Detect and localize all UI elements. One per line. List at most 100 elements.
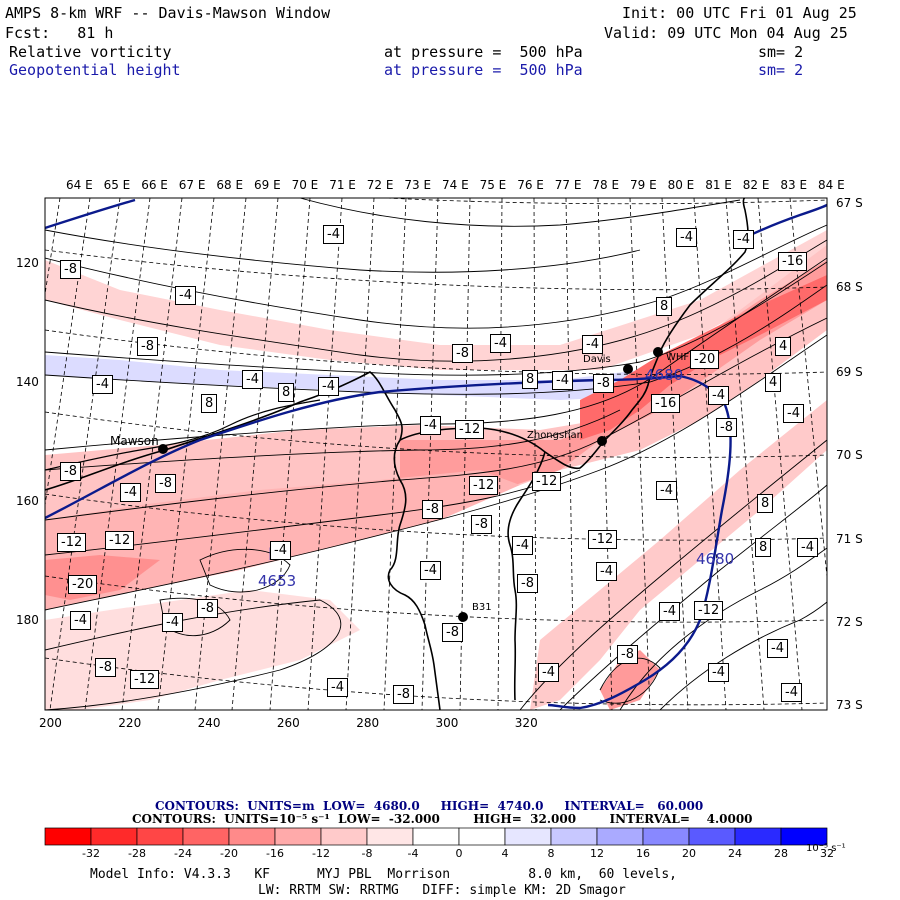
longitude-label: 71 E (329, 178, 356, 192)
plot-frame (44, 197, 828, 711)
contour-value-box: -4 (323, 225, 344, 244)
station-label-mawson: Mawson (110, 434, 159, 448)
contour-value-box: -4 (420, 416, 441, 435)
longitude-label: 79 E (630, 178, 657, 192)
contour-value-box: 8 (757, 494, 774, 513)
field1-level: at pressure = 500 hPa (384, 43, 583, 61)
longitude-label: 65 E (103, 178, 131, 192)
station-label-b31: B31 (472, 602, 492, 613)
station-marker-b31[interactable] (458, 612, 468, 622)
longitude-label: 82 E (742, 178, 770, 192)
contour-value-box: -4 (781, 683, 802, 702)
contour-value-box: -8 (471, 515, 492, 534)
station-label-davis: Davis (583, 354, 611, 365)
station-marker-whf[interactable] (653, 347, 663, 357)
x-grid-label: 200 (39, 716, 62, 730)
contour-value-box: -4 (92, 375, 113, 394)
vorticity-band (530, 400, 827, 710)
init-time: Init: 00 UTC Fri 01 Aug 25 (622, 4, 857, 22)
station-marker-davis[interactable] (623, 364, 633, 374)
contour-value-box: -4 (512, 536, 533, 555)
contour-value-box: 8 (522, 370, 539, 389)
contour-value-box: 4 (765, 373, 782, 392)
contour-value-box: -4 (490, 334, 511, 353)
colorbar-swatch (90, 827, 138, 846)
latitude-label: 69 S (836, 365, 863, 379)
station-marker-zhongshan[interactable] (597, 436, 607, 446)
colorbar-label: -32 (82, 847, 100, 860)
contour-value-box: -8 (60, 260, 81, 279)
longitude-label: 78 E (592, 178, 620, 192)
field2-name: Geopotential height (9, 61, 181, 79)
contour-value-box: -16 (778, 252, 808, 271)
contour-value-box: -4 (783, 404, 804, 423)
colorbar-label: -24 (174, 847, 192, 860)
contour-value-box: -8 (452, 344, 473, 363)
colorbar-label: -12 (312, 847, 330, 860)
contour-value-box: -12 (455, 420, 485, 439)
colorbar-swatch (596, 827, 644, 846)
longitude-label: 81 E (705, 178, 732, 192)
contour-value-box: -4 (420, 561, 441, 580)
forecast-hour: Fcst: 81 h (5, 24, 114, 42)
contour-value-box: -4 (120, 483, 141, 502)
latitude-label: 73 S (836, 698, 863, 712)
contour-value-box: -4 (767, 639, 788, 658)
station-label-whf: WHF (666, 352, 690, 363)
longitude-label: 72 E (366, 178, 394, 192)
colorbar-label: -8 (361, 847, 373, 860)
contour-value-box: -4 (162, 613, 183, 632)
colorbar-swatch (366, 827, 414, 846)
contour-value-box: 8 (278, 383, 295, 402)
vorticity-band (400, 260, 827, 495)
colorbar-label: 24 (728, 847, 742, 860)
height-label: 4653 (258, 572, 297, 590)
contour-value-box: -4 (596, 562, 617, 581)
contour-value-box: -12 (588, 530, 618, 549)
colorbar-swatch (228, 827, 276, 846)
colorbar-label: 0 (455, 847, 463, 860)
contour-value-box: -8 (517, 574, 538, 593)
y-grid-label: 160 (16, 494, 39, 508)
height-contour (45, 198, 136, 230)
contour-value-box: -20 (690, 350, 720, 369)
colorbar-label: -16 (266, 847, 284, 860)
colorbar-swatch (550, 827, 598, 846)
height-label: 4680 (645, 366, 684, 384)
contour-value-box: -4 (70, 611, 91, 630)
model-info-line1: Model Info: V4.3.3 KF MYJ PBL Morrison 8… (90, 867, 677, 882)
colorbar-swatch (182, 827, 230, 846)
contour-value-box: -12 (532, 472, 562, 491)
contour-value-box: -8 (442, 623, 463, 642)
contour-value-box: -8 (422, 500, 443, 519)
contour-value-box: -8 (617, 645, 638, 664)
colorbar-swatch (780, 827, 828, 846)
x-grid-label: 320 (514, 716, 538, 730)
contour-value-box: -8 (137, 337, 158, 356)
colorbar-label: 8 (547, 847, 555, 860)
y-grid-label: 120 (16, 256, 39, 270)
contour-value-box: -12 (469, 476, 499, 495)
field2-smoothing: sm= 2 (758, 61, 804, 79)
colorbar-label: 32 (820, 847, 834, 860)
contour-value-box: -20 (68, 575, 98, 594)
contour-value-box: -8 (393, 685, 414, 704)
latitude-label: 70 S (836, 448, 863, 462)
station-marker-mawson[interactable] (158, 444, 168, 454)
colorbar-swatch (642, 827, 690, 846)
vorticity-contours (45, 198, 827, 710)
colorbar-label: -4 (407, 847, 419, 860)
valid-time: Valid: 09 UTC Mon 04 Aug 25 (604, 24, 848, 42)
colorbar-swatch (412, 827, 460, 846)
colorbar-label: 28 (774, 847, 788, 860)
contour-value-box: 8 (201, 394, 218, 413)
longitude-label: 73 E (404, 178, 432, 192)
map-title: AMPS 8-km WRF -- Davis-Mawson Window (5, 4, 331, 22)
vorticity-band (45, 230, 827, 370)
field1-name: Relative vorticity (9, 43, 172, 61)
x-grid-label: 260 (276, 716, 300, 730)
x-grid-label: 240 (197, 716, 221, 730)
station-label-zhongshan: Zhongshan (527, 430, 584, 441)
vorticity-contour-info: CONTOURS: UNITS=10⁻⁵ s⁻¹ LOW= -32.000 HI… (132, 812, 753, 826)
